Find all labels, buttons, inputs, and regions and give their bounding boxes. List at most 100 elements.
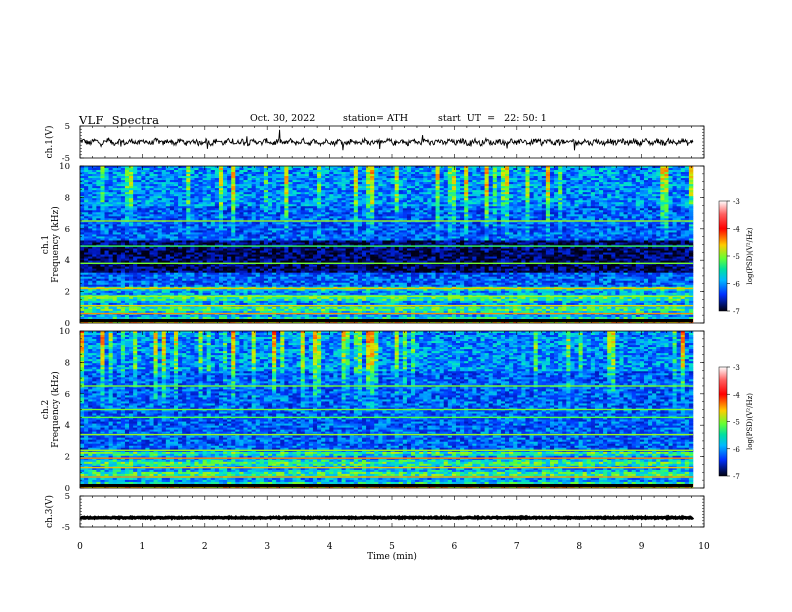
ch1-spectrogram-cell <box>493 170 497 172</box>
ch1-spectrogram-cell <box>325 178 329 180</box>
ch1-spectrogram-cell <box>313 174 317 176</box>
ch1-spectrogram-cell <box>636 182 640 184</box>
ch1-spectrogram-cell <box>664 178 668 180</box>
ch1-spectrogram-cell <box>272 186 276 188</box>
ch1-spectrogram-cell <box>166 174 170 176</box>
ch1-spectrogram-cell <box>497 186 501 188</box>
ch1-spectrogram-cell <box>513 170 517 172</box>
ch1-spectrogram-cell <box>624 172 628 174</box>
ch1-spectrogram-cell <box>558 186 562 188</box>
ch1-spectrogram-cell <box>301 174 305 176</box>
ch1-spectrogram-cell <box>166 172 170 174</box>
ch1-spectrogram-cell <box>501 182 505 184</box>
ch1-spectrogram-cell <box>652 182 656 184</box>
ch1-spectrogram-cell <box>239 170 243 172</box>
ch1-spectrogram-cell <box>117 172 121 174</box>
ch1-spectrogram-cell <box>509 174 513 176</box>
ch1-spectrogram-cell <box>509 172 513 174</box>
ch1-spectrogram-cell <box>460 182 464 184</box>
ch1-spectrogram-cell <box>587 172 591 174</box>
ch1-spectrogram-cell <box>640 178 644 180</box>
ch1-spectrogram-cell <box>493 174 497 176</box>
ch1-spectrogram-cell <box>203 170 207 172</box>
ch1-spectrogram-cell <box>419 174 423 176</box>
ch1-spectrogram-cell <box>444 176 448 178</box>
ch1-spectrogram-cell <box>546 186 550 188</box>
ch1-spectrogram-cell <box>109 180 113 182</box>
ch1-spectrogram-cell <box>521 180 525 182</box>
ch1-spectrogram-cell <box>480 172 484 174</box>
ch1-spectrogram-cell <box>562 178 566 180</box>
ch1-spectrogram-cell <box>423 182 427 184</box>
ch1-spectrogram-cell <box>624 184 628 186</box>
ch1-spectrogram-cell <box>648 170 652 172</box>
ch1-spectrogram-cell <box>652 180 656 182</box>
ch1-spectrogram-cell <box>550 172 554 174</box>
ch1-spectrogram-cell <box>644 170 648 172</box>
ch1-spectrogram-cell <box>137 168 141 170</box>
ch1-spectrogram-cell <box>517 168 521 170</box>
ch1-spectrogram-cell <box>489 170 493 172</box>
ch1-spectrogram-cell <box>530 178 534 180</box>
ch1-spectrogram-cell <box>468 178 472 180</box>
ch1-spectrogram-cell <box>162 176 166 178</box>
ch1-spectrogram-cell <box>190 186 194 188</box>
ch1-spectrogram-cell <box>603 172 607 174</box>
ch1-spectrogram-cell <box>554 180 558 182</box>
ch1-spectrogram-cell <box>337 174 341 176</box>
ch1-spectrogram-cell <box>235 178 239 180</box>
ch1-spectrogram-cell <box>431 180 435 182</box>
ch1-spectrogram-cell <box>476 184 480 186</box>
ch1-spectrogram-cell <box>480 168 484 170</box>
ch1-spectrogram-cell <box>505 172 509 174</box>
ch1-spectrogram-cell <box>354 176 358 178</box>
ch1-spectrogram-cell <box>190 174 194 176</box>
ch1-spectrogram-cell <box>219 170 223 172</box>
ch1-spectrogram-cell <box>288 170 292 172</box>
ch1-spectrogram-cell <box>431 178 435 180</box>
ch1-spectrogram-cell <box>566 186 570 188</box>
ch1-spectrogram-cell <box>170 182 174 184</box>
ch1-spectrogram-cell <box>88 176 92 178</box>
ch1-spectrogram-cell <box>448 176 452 178</box>
ch1-spectrogram-cell <box>321 172 325 174</box>
ch1-spectrogram-cell <box>607 172 611 174</box>
ch1-spectrogram-cell <box>505 176 509 178</box>
ch1-spectrogram-cell <box>513 182 517 184</box>
ch1-spectrogram-cell <box>121 186 125 188</box>
ch1-spectrogram-cell <box>231 184 235 186</box>
ch1-spectrogram-cell <box>632 176 636 178</box>
ch1-spectrogram-cell <box>329 184 333 186</box>
ch1-spectrogram-cell <box>239 180 243 182</box>
ch1-spectrogram-cell <box>337 170 341 172</box>
ch1-spectrogram-cell <box>260 178 264 180</box>
ch1-spectrogram-cell <box>689 178 693 180</box>
ch1-spectrogram-cell <box>538 170 542 172</box>
ch1-spectrogram-cell <box>640 182 644 184</box>
ch1-spectrogram-cell <box>644 168 648 170</box>
ch1-spectrogram-cell <box>362 182 366 184</box>
ch1-spectrogram-cell <box>558 172 562 174</box>
ch1-spectrogram-cell <box>689 184 693 186</box>
ch1-spectrogram-cell <box>182 170 186 172</box>
ch1-spectrogram-cell <box>252 176 256 178</box>
ch1-spectrogram-cell <box>129 178 133 180</box>
ch1-spectrogram-cell <box>382 174 386 176</box>
ch1-spectrogram-cell <box>84 172 88 174</box>
ch1-spectrogram-cell <box>460 184 464 186</box>
ch1-spectrogram-cell <box>125 180 129 182</box>
ch1-spectrogram-cell <box>92 184 96 186</box>
ch1-spectrogram-cell <box>309 170 313 172</box>
ch1-spectrogram-cell <box>599 174 603 176</box>
ch1-spectrogram-cell <box>681 170 685 172</box>
ch1-spectrogram-cell <box>141 186 145 188</box>
ch1-spectrogram-cell <box>366 186 370 188</box>
ch1-spectrogram-cell <box>154 170 158 172</box>
ch1-spectrogram-cell <box>419 178 423 180</box>
ch1-spectrogram-cell <box>297 176 301 178</box>
ch1-spectrogram-cell <box>215 178 219 180</box>
ch1-spectrogram-cell <box>579 184 583 186</box>
ch1-spectrogram-cell <box>464 170 468 172</box>
ch1-spectrogram-cell <box>431 184 435 186</box>
ch1-spectrogram-cell <box>476 178 480 180</box>
